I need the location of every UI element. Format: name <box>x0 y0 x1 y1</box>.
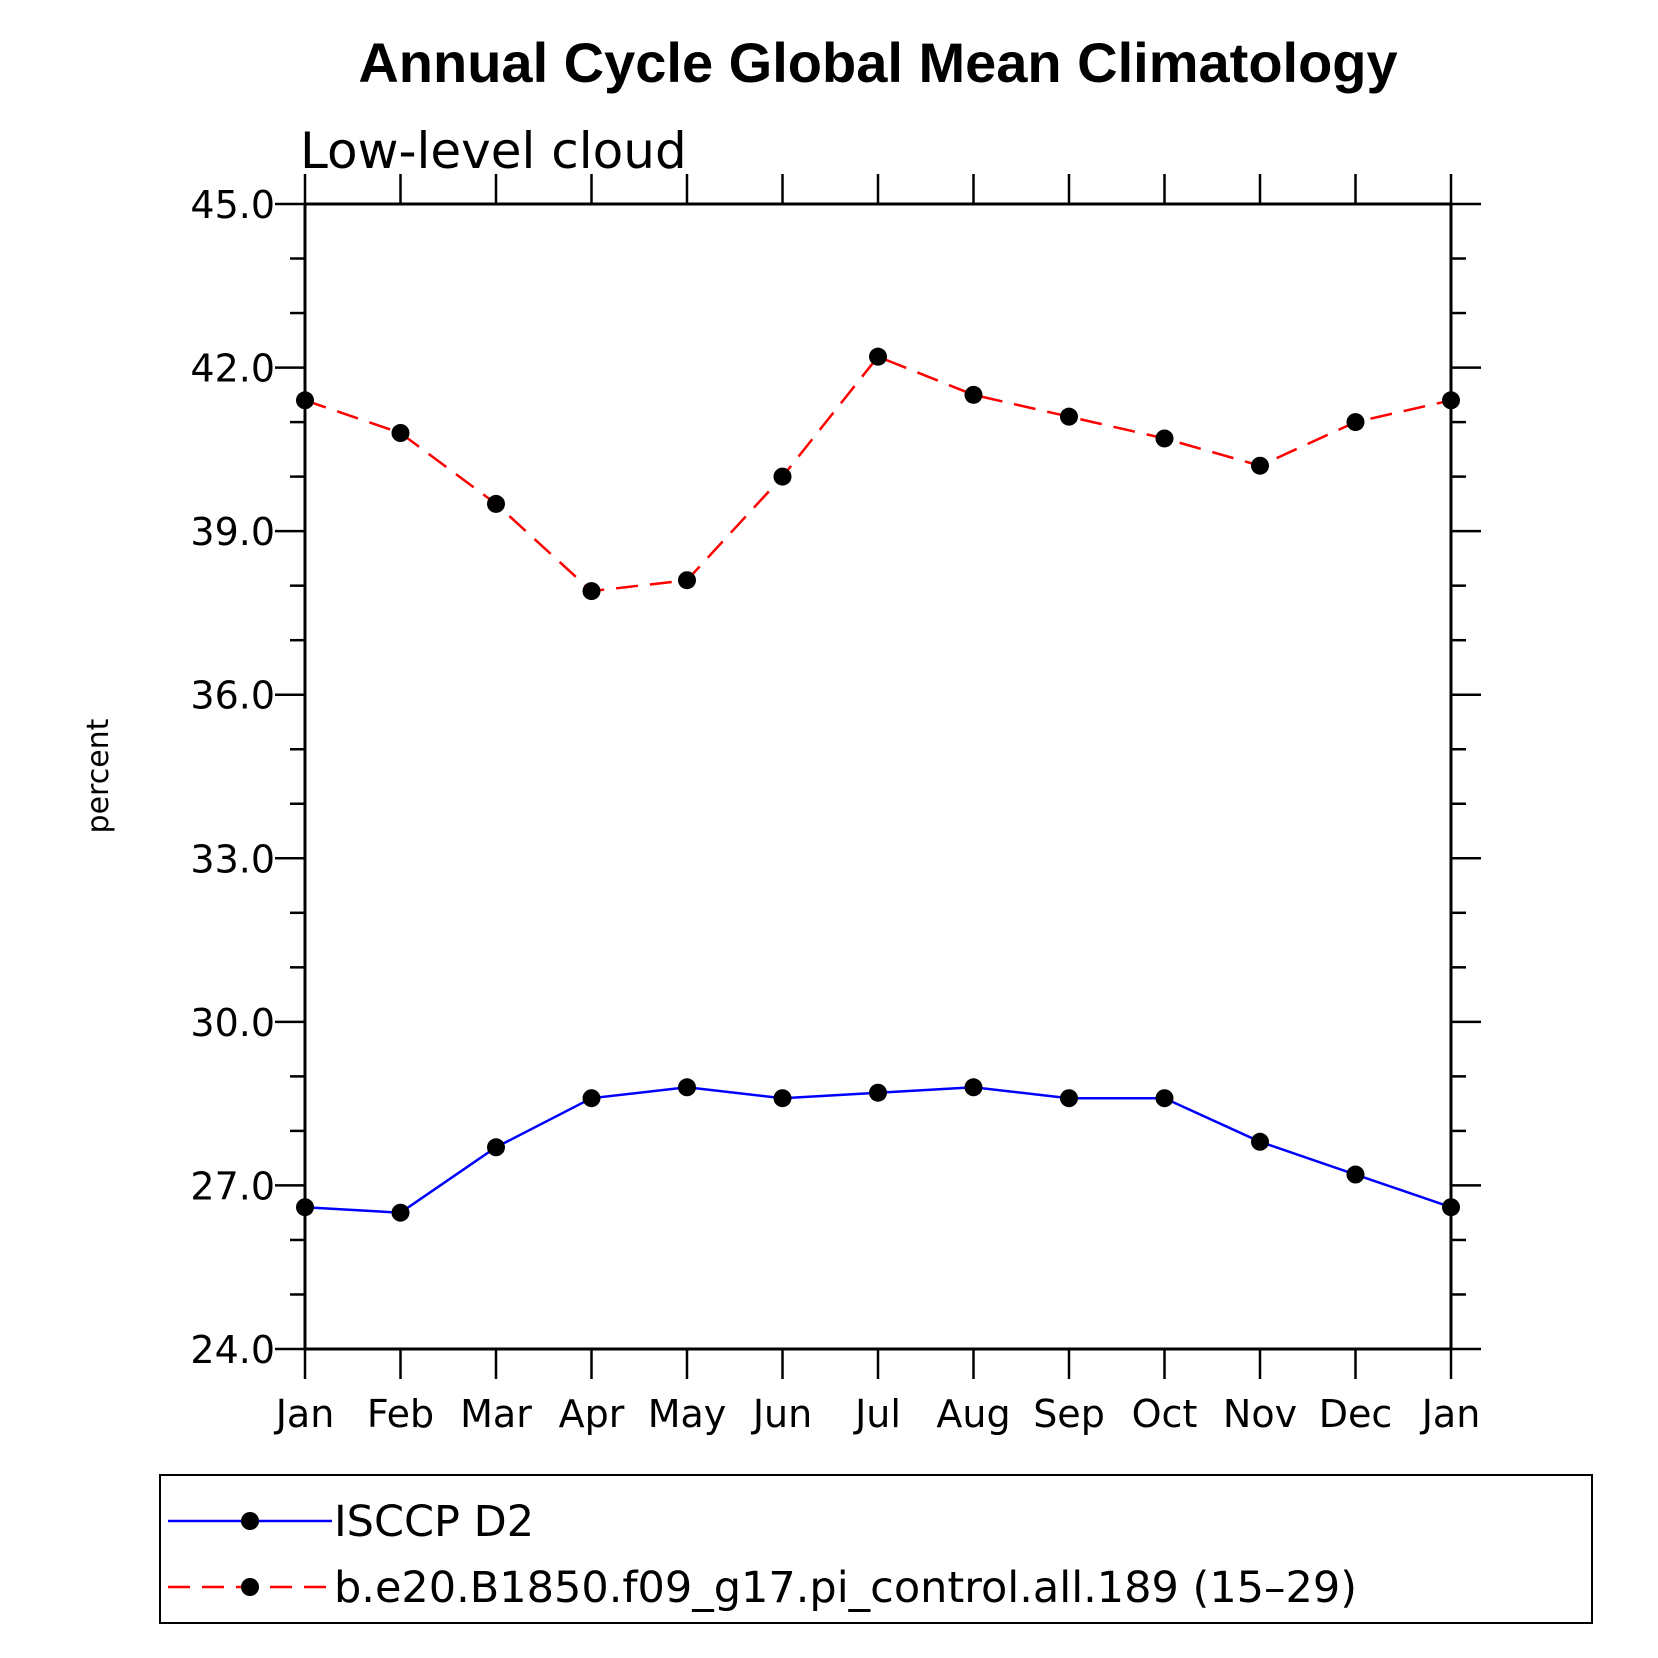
series-layer <box>296 347 1460 1222</box>
y-tick-label: 27.0 <box>190 1164 275 1208</box>
y-tick-label: 24.0 <box>190 1328 275 1372</box>
legend-label-1: ISCCP D2 <box>334 1497 534 1547</box>
x-tick-label: May <box>648 1392 727 1436</box>
series-2-point <box>773 467 792 486</box>
series-2-point <box>1442 391 1460 410</box>
y-tick-label: 45.0 <box>190 183 275 227</box>
y-tick-label: 36.0 <box>190 674 275 718</box>
x-tick-label: Jul <box>853 1392 901 1436</box>
x-tick-label: Aug <box>936 1392 1010 1436</box>
legend-marker-1 <box>241 1512 259 1530</box>
series-1-point <box>869 1083 887 1102</box>
x-tick-label: Mar <box>460 1392 532 1436</box>
series-2-point <box>678 571 696 590</box>
x-tick-label: Dec <box>1319 1392 1393 1436</box>
x-tick-label: Jun <box>751 1392 812 1436</box>
series-1-point <box>1155 1089 1174 1108</box>
series-2-point <box>869 347 887 366</box>
series-1-point <box>964 1078 983 1097</box>
x-tick-label: Jan <box>274 1392 335 1436</box>
series-2-point <box>1251 456 1269 475</box>
series-1-point <box>582 1089 601 1108</box>
legend-label-2: b.e20.B1850.f09_g17.pi_control.all.189 (… <box>334 1563 1357 1613</box>
series-2-point <box>296 391 314 410</box>
legend-box <box>159 1474 1593 1624</box>
series-1-point <box>773 1089 792 1108</box>
chart-subtitle: Low-level cloud <box>300 122 687 180</box>
y-tick-label: 33.0 <box>190 837 275 881</box>
series-1-point <box>678 1078 696 1097</box>
series-2-point <box>1155 429 1174 448</box>
series-2-point <box>1060 407 1078 426</box>
series-line-1 <box>304 1086 1452 1214</box>
series-2-point <box>964 385 983 404</box>
series-line-2 <box>304 355 1452 593</box>
y-axis-label: percent <box>81 718 116 833</box>
x-tick-label: Feb <box>367 1392 434 1436</box>
series-2-point <box>487 494 505 513</box>
series-2-point <box>1346 413 1365 432</box>
legend: ISCCP D2 b.e20.B1850.f09_g17.pi_control.a… <box>159 1474 1593 1624</box>
x-tick-label: Nov <box>1223 1392 1297 1436</box>
series-1-point <box>487 1138 505 1157</box>
series-1-point <box>1060 1089 1078 1108</box>
series-1-point <box>1442 1198 1460 1217</box>
x-tick-label: Jan <box>1420 1392 1481 1436</box>
y-tick-label: 42.0 <box>190 347 275 391</box>
series-1-point <box>1251 1132 1269 1151</box>
x-tick-label: Sep <box>1033 1392 1105 1436</box>
series-2-point <box>391 424 410 442</box>
x-tick-label: Apr <box>559 1392 625 1436</box>
y-tick-label: 30.0 <box>190 1001 275 1045</box>
series-2-point <box>582 582 601 601</box>
legend-marker-2 <box>241 1578 259 1596</box>
series-1-point <box>1346 1165 1365 1184</box>
series-1-point <box>296 1198 314 1217</box>
chart-title: Annual Cycle Global Mean Climatology <box>358 31 1397 94</box>
axes-ticks: 24.0 27.0 30.0 33.0 36.0 39.0 42.0 45.0 Jan Feb Ma… <box>190 174 1481 1436</box>
x-tick-label: Oct <box>1132 1392 1198 1436</box>
series-1-point <box>391 1203 410 1222</box>
y-tick-label: 39.0 <box>190 510 275 554</box>
plot-frame <box>303 202 1453 1351</box>
